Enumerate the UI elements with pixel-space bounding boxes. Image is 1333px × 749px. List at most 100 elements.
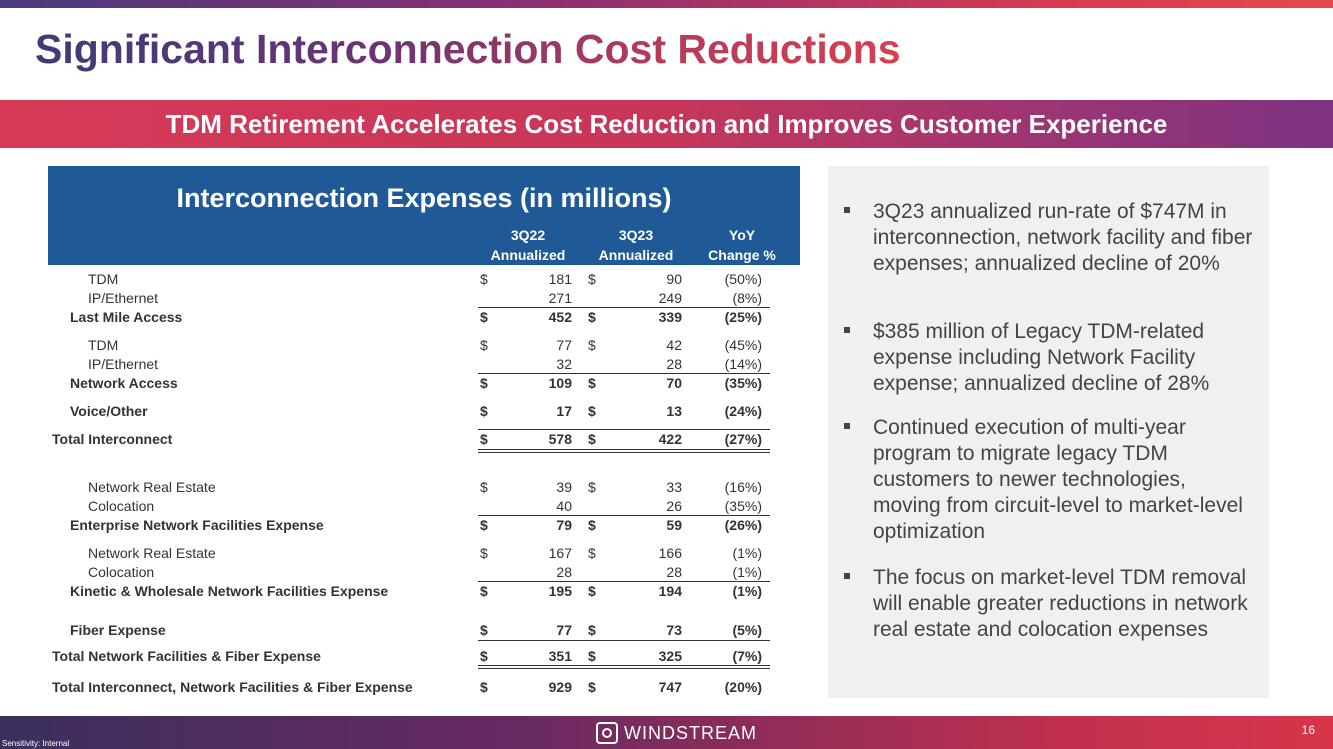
row-label: TDM [88, 337, 119, 353]
value-3q23: 26 [666, 498, 682, 514]
dollar-sign: $ [588, 648, 596, 664]
bullet-text: The focus on market-level TDM removal wi… [873, 566, 1248, 641]
value-3q22: 181 [548, 271, 572, 287]
table-row: Fiber Expense $ 77 $ 73 (5%) [48, 622, 800, 640]
value-3q22: 17 [556, 403, 572, 419]
row-label: Network Real Estate [88, 545, 216, 561]
table-row: Voice/Other $ 17 $ 13 (24%) [48, 403, 800, 421]
dollar-sign: $ [588, 545, 596, 561]
value-3q23: 249 [658, 290, 682, 306]
value-3q23: 70 [666, 375, 682, 391]
dollar-sign: $ [480, 622, 488, 638]
value-change: (14%) [724, 356, 762, 372]
row-label: Last Mile Access [70, 309, 183, 325]
total-rule [478, 668, 770, 669]
row-label: Total Interconnect, Network Facilities &… [52, 679, 413, 695]
value-3q22: 40 [556, 498, 572, 514]
dollar-sign: $ [480, 431, 488, 447]
value-3q23: 90 [666, 271, 682, 287]
slide-title: Significant Interconnection Cost Reducti… [35, 26, 901, 72]
subtotal-rule [478, 307, 770, 308]
value-3q23: 422 [658, 431, 682, 447]
dollar-sign: $ [588, 431, 596, 447]
value-3q23: 747 [658, 679, 682, 695]
table-row: TDM $ 181 $ 90 (50%) [48, 271, 800, 289]
column-header-line: 3Q23 [618, 227, 654, 243]
bullet-item: The focus on market-level TDM removal wi… [844, 565, 1254, 643]
table-row: Network Real Estate $ 39 $ 33 (16%) [48, 479, 800, 497]
value-3q22: 39 [556, 479, 572, 495]
row-label: Colocation [88, 498, 155, 514]
value-3q23: 194 [658, 583, 682, 599]
value-change: (45%) [724, 337, 762, 353]
footer-bar: Sensitivity: Internal WINDSTREAM 16 [0, 716, 1333, 749]
bullet-square-icon [844, 573, 850, 579]
value-change: (20%) [724, 679, 762, 695]
table-header: Interconnection Expenses (in millions) 3… [48, 166, 800, 265]
value-3q22: 28 [556, 564, 572, 580]
value-3q22: 351 [548, 648, 572, 664]
table-row: Kinetic & Wholesale Network Facilities E… [48, 583, 800, 601]
row-label: Enterprise Network Facilities Expense [70, 517, 324, 533]
column-header-line: Change % [708, 247, 776, 263]
value-change: (1%) [732, 564, 762, 580]
total-rule [478, 665, 770, 666]
row-label: Voice/Other [70, 403, 148, 419]
row-label: Total Interconnect [52, 431, 173, 447]
dollar-sign: $ [480, 648, 488, 664]
value-3q22: 32 [556, 356, 572, 372]
value-change: (26%) [724, 517, 762, 533]
dollar-sign: $ [588, 375, 596, 391]
row-label: Colocation [88, 564, 155, 580]
value-change: (8%) [732, 290, 762, 306]
total-rule [478, 449, 770, 450]
table-row: IP/Ethernet 271 249 (8%) [48, 290, 800, 308]
value-change: (35%) [724, 498, 762, 514]
row-label: Fiber Expense [70, 622, 166, 638]
value-3q23: 28 [666, 564, 682, 580]
bullet-square-icon [844, 327, 850, 333]
value-3q22: 79 [556, 517, 572, 533]
subtotal-rule [478, 515, 770, 516]
row-label: IP/Ethernet [88, 290, 159, 306]
dollar-sign: $ [480, 309, 488, 325]
value-3q23: 73 [666, 622, 682, 638]
value-3q22: 77 [556, 622, 572, 638]
highlights-panel: 3Q23 annualized run-rate of $747M in int… [828, 166, 1269, 698]
value-3q22: 195 [548, 583, 572, 599]
table-row: Network Access $ 109 $ 70 (35%) [48, 375, 800, 393]
bullet-item: 3Q23 annualized run-rate of $747M in int… [844, 199, 1254, 277]
value-3q22: 77 [556, 337, 572, 353]
row-label: IP/Ethernet [88, 356, 159, 372]
table-row: Total Network Facilities & Fiber Expense… [48, 648, 800, 666]
bullet-item: $385 million of Legacy TDM-related expen… [844, 319, 1254, 397]
column-header-line: Annualized [598, 247, 674, 263]
value-3q22: 578 [548, 431, 572, 447]
column-header-line: 3Q22 [510, 227, 546, 243]
dollar-sign: $ [480, 545, 488, 561]
value-3q22: 452 [548, 309, 572, 325]
row-label: Kinetic & Wholesale Network Facilities E… [70, 583, 389, 599]
value-3q23: 42 [666, 337, 682, 353]
subtotal-rule [478, 373, 770, 374]
dollar-sign: $ [480, 517, 488, 533]
dollar-sign: $ [480, 375, 488, 391]
subtotal-rule [478, 640, 770, 641]
value-3q23: 166 [658, 545, 682, 561]
dollar-sign: $ [588, 337, 596, 353]
dollar-sign: $ [588, 622, 596, 638]
value-3q23: 59 [666, 517, 682, 533]
bullet-square-icon [844, 423, 850, 429]
table-row: Colocation 40 26 (35%) [48, 498, 800, 516]
table-row: Last Mile Access $ 452 $ 339 (25%) [48, 309, 800, 327]
logo-text: WINDSTREAM [624, 722, 757, 743]
column-header-yoy: YoY Change % [698, 225, 786, 265]
dollar-sign: $ [588, 679, 596, 695]
table-row: Total Interconnect $ 578 $ 422 (27%) [48, 431, 800, 449]
column-header-line: Annualized [490, 247, 566, 263]
table-row: Network Real Estate $ 167 $ 166 (1%) [48, 545, 800, 563]
total-rule [478, 452, 770, 453]
value-change: (7%) [732, 648, 762, 664]
value-3q23: 13 [666, 403, 682, 419]
table-row: Enterprise Network Facilities Expense $ … [48, 517, 800, 535]
